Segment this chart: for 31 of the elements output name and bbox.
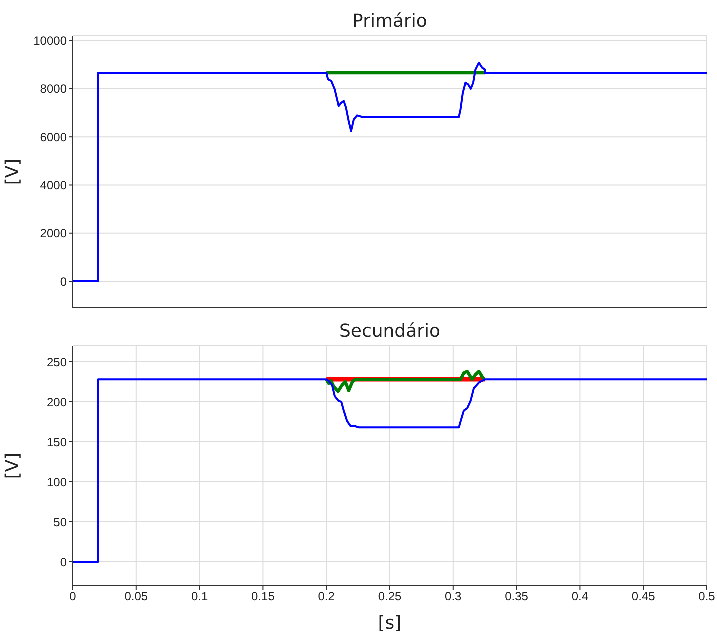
x-tick-label: 0.4	[572, 590, 589, 604]
x-tick-label: 0.05	[124, 590, 148, 604]
y-tick-label: 50	[54, 515, 68, 530]
chart-title: Secundário	[338, 320, 442, 342]
x-tick-label: 0.3	[445, 590, 462, 604]
y-tick-label: 4000	[40, 178, 68, 192]
x-tick-label: 0.25	[378, 590, 402, 604]
line-series	[325, 370, 486, 394]
x-tick-label: 0.1	[191, 590, 208, 604]
line-series	[73, 378, 707, 563]
x-axis-title: [s]	[378, 613, 402, 633]
x-tick-label: 0.35	[505, 590, 529, 604]
y-tick-label: 0	[60, 274, 68, 289]
y-tick-label: 2000	[40, 226, 68, 241]
y-tick-label: 6000	[40, 130, 68, 144]
y-tick-label: 100	[46, 475, 68, 490]
x-tick-label: 0.45	[632, 590, 656, 604]
y-tick-label: 0	[60, 555, 68, 570]
y-axis-title: [V]	[2, 452, 24, 480]
y-tick-label: 8000	[40, 82, 68, 96]
y-axis-title: [V]	[2, 158, 24, 186]
x-tick-label: 0.15	[252, 590, 276, 604]
chart-title: Primário	[352, 10, 428, 32]
x-tick-label: 0	[70, 590, 77, 604]
line-series	[73, 62, 707, 283]
y-tick-label: 10000	[34, 34, 68, 48]
y-tick-label: 150	[46, 435, 68, 450]
y-tick-label: 250	[46, 355, 68, 370]
x-tick-label: 0.5	[698, 590, 716, 604]
y-tick-label: 200	[46, 395, 68, 410]
x-tick-label: 0.2	[318, 590, 336, 604]
